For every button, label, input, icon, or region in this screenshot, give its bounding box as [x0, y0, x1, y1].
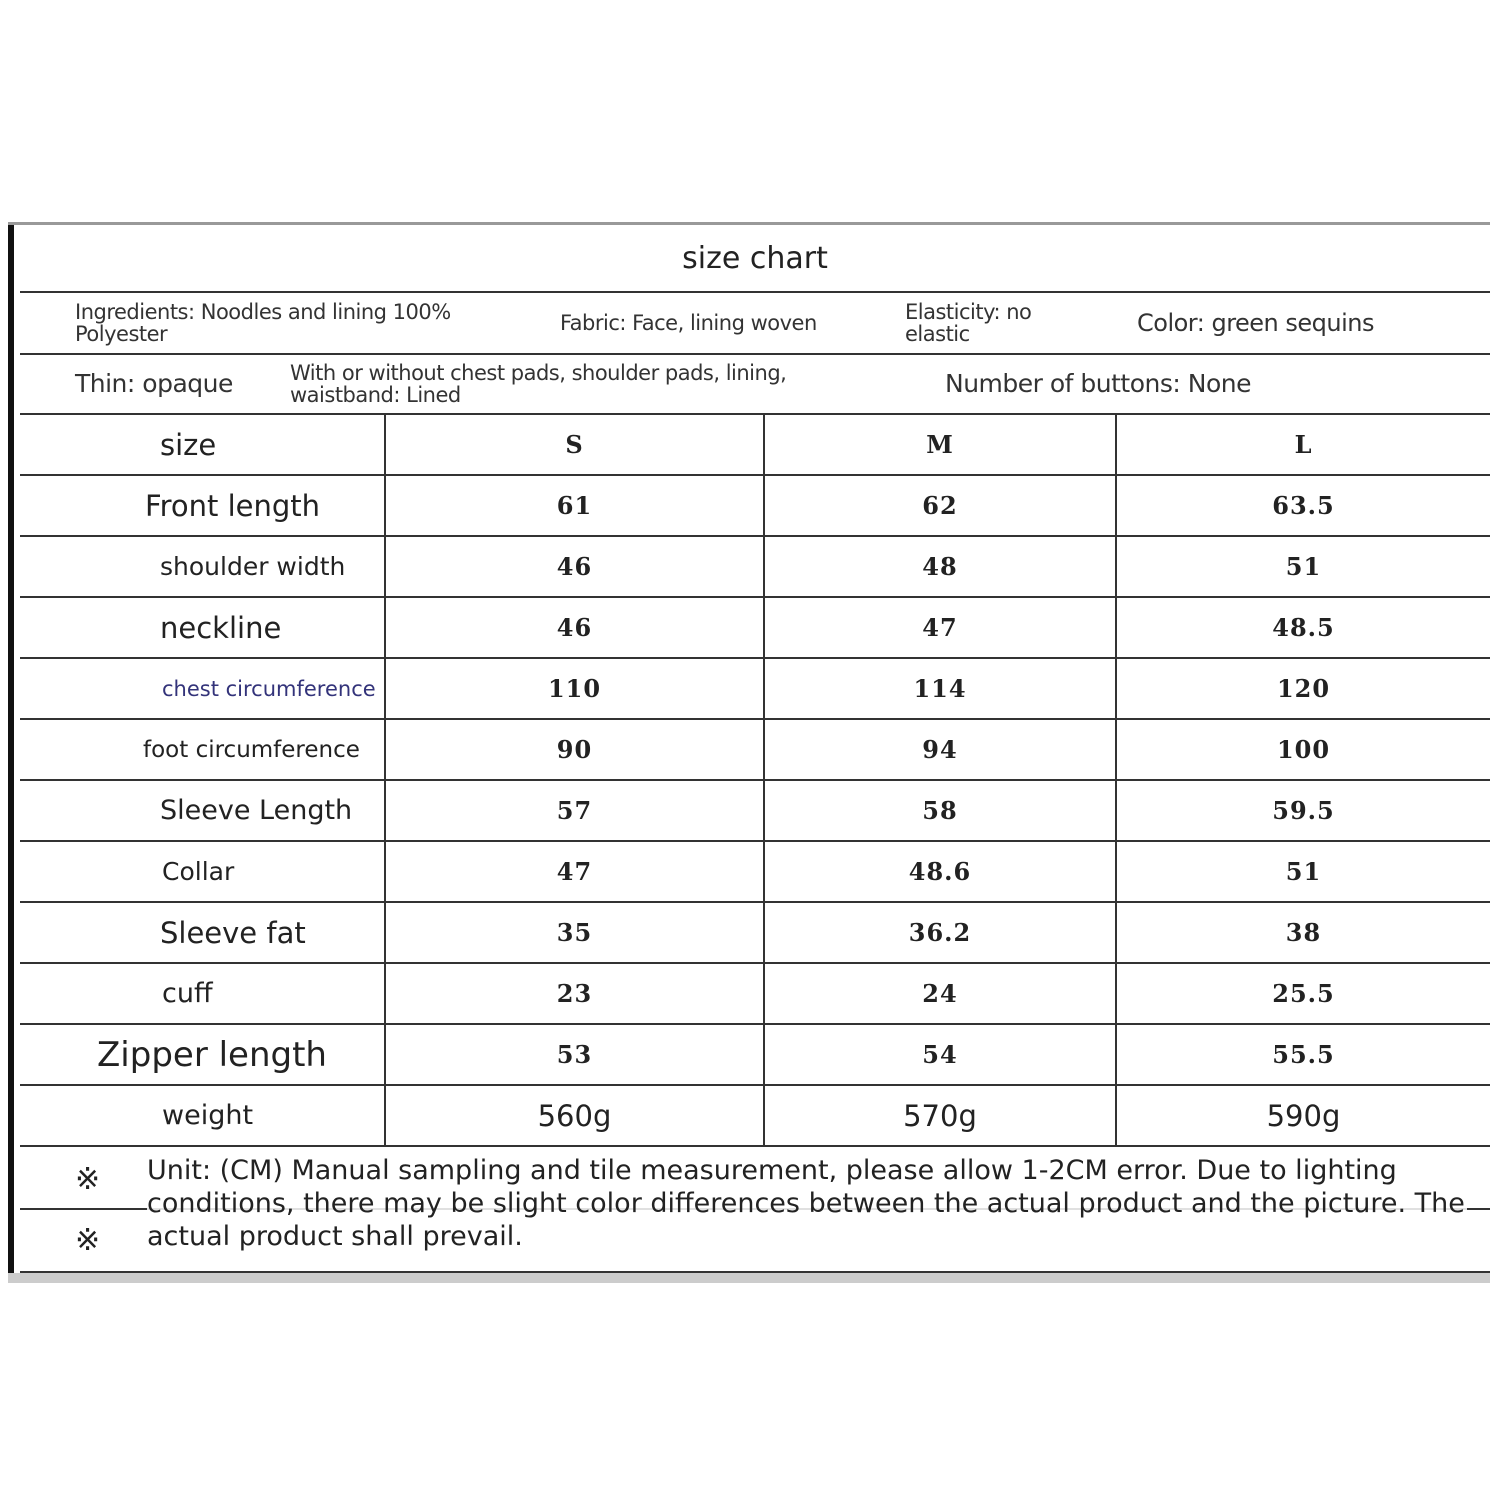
- row-label: chest circumference: [162, 676, 376, 701]
- info-row-1: Ingredients: Noodles and lining 100% Pol…: [20, 293, 1490, 355]
- size-value: 51: [1115, 842, 1490, 901]
- thin-text: Thin: opaque: [75, 369, 233, 398]
- size-value: 560g: [384, 1086, 763, 1145]
- row-label: Sleeve fat: [160, 915, 306, 950]
- row-label: cuff: [162, 978, 213, 1009]
- table-row: chest circumference 110 114 120: [20, 659, 1490, 720]
- reference-mark-icon: ※: [75, 1223, 101, 1258]
- size-value: 47: [384, 842, 763, 901]
- color-text: Color: green sequins: [1137, 309, 1375, 337]
- row-label: Collar: [162, 857, 235, 886]
- size-column-header: M: [763, 415, 1115, 474]
- table-row: cuff 23 24 25.5: [20, 964, 1490, 1025]
- table-row: weight 560g 570g 590g: [20, 1086, 1490, 1147]
- ingredients-text: Ingredients: Noodles and lining 100% Pol…: [75, 300, 451, 346]
- size-value: 590g: [1115, 1086, 1490, 1145]
- elasticity-text: Elasticity: no elastic: [905, 300, 1032, 346]
- size-value: 61: [384, 476, 763, 535]
- size-value: 94: [763, 720, 1115, 779]
- title-row: size chart: [20, 225, 1490, 293]
- reference-mark-icon: ※: [75, 1161, 101, 1197]
- size-value: 47: [763, 598, 1115, 657]
- size-value: 120: [1115, 659, 1490, 718]
- size-value: 114: [763, 659, 1115, 718]
- buttons-text: Number of buttons: None: [945, 369, 1252, 398]
- size-value: 63.5: [1115, 476, 1490, 535]
- size-value: 100: [1115, 720, 1490, 779]
- size-value: 24: [763, 964, 1115, 1023]
- size-value: 46: [384, 598, 763, 657]
- table-row: Zipper length 53 54 55.5: [20, 1025, 1490, 1086]
- table-row: neckline 46 47 48.5: [20, 598, 1490, 659]
- table-title: size chart: [682, 240, 828, 276]
- size-value: 53: [384, 1025, 763, 1084]
- table-row: Front length 61 62 63.5: [20, 476, 1490, 537]
- size-value: 570g: [763, 1086, 1115, 1145]
- row-label: Sleeve Length: [160, 795, 353, 826]
- size-value: 46: [384, 537, 763, 596]
- size-value: 48: [763, 537, 1115, 596]
- size-value: 110: [384, 659, 763, 718]
- size-value: 36.2: [763, 903, 1115, 962]
- size-header: size: [160, 427, 217, 462]
- pads-text: With or without chest pads, shoulder pad…: [290, 361, 787, 407]
- size-value: 23: [384, 964, 763, 1023]
- row-label: Front length: [145, 488, 321, 523]
- size-value: 48.5: [1115, 598, 1490, 657]
- info-row-2: Thin: opaque With or without chest pads,…: [20, 355, 1490, 415]
- size-chart-table: size chart Ingredients: Noodles and lini…: [8, 222, 1490, 1283]
- fabric-text: Fabric: Face, lining woven: [560, 311, 817, 335]
- row-label: shoulder width: [160, 552, 346, 581]
- size-value: 57: [384, 781, 763, 840]
- row-label: weight: [162, 1100, 254, 1131]
- measurement-note: Manual sampling and tile measurement, pl…: [147, 1155, 1465, 1252]
- row-label: neckline: [160, 610, 282, 645]
- table-row: Sleeve Length 57 58 59.5: [20, 781, 1490, 842]
- size-value: 25.5: [1115, 964, 1490, 1023]
- size-value: 51: [1115, 537, 1490, 596]
- notes-block: Unit: (CM) Manual sampling and tile meas…: [147, 1154, 1467, 1253]
- table-row: Collar 47 48.6 51: [20, 842, 1490, 903]
- size-column-header: L: [1115, 415, 1490, 474]
- header-row: size S M L: [20, 415, 1490, 476]
- size-value: 55.5: [1115, 1025, 1490, 1084]
- size-value: 62: [763, 476, 1115, 535]
- size-value: 54: [763, 1025, 1115, 1084]
- row-label: foot circumference: [143, 736, 360, 763]
- size-value: 59.5: [1115, 781, 1490, 840]
- size-value: 38: [1115, 903, 1490, 962]
- table-row: foot circumference 90 94 100: [20, 720, 1490, 781]
- table-row: shoulder width 46 48 51: [20, 537, 1490, 598]
- unit-text: Unit: (CM): [147, 1155, 283, 1186]
- left-border: [8, 225, 14, 1273]
- bottom-band: [8, 1273, 1490, 1283]
- table-row: Sleeve fat 35 36.2 38: [20, 903, 1490, 964]
- size-column-header: S: [384, 415, 763, 474]
- size-value: 58: [763, 781, 1115, 840]
- size-value: 90: [384, 720, 763, 779]
- note-row-2: ※: [20, 1210, 1490, 1273]
- size-value: 35: [384, 903, 763, 962]
- size-value: 48.6: [763, 842, 1115, 901]
- row-label: Zipper length: [97, 1034, 327, 1075]
